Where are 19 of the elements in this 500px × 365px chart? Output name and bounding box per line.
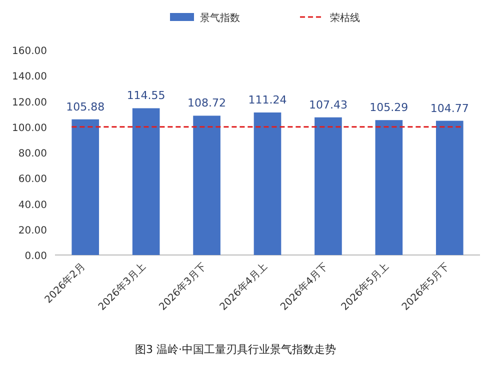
y-tick-label: 120.00 [12,97,47,108]
legend-label: 景气指数 [200,12,240,24]
data-label: 104.77 [430,102,469,115]
y-tick-label: 60.00 [18,174,47,186]
y-tick-label: 140.00 [12,72,47,83]
data-label: 108.72 [188,96,226,110]
legend-label: 荣枯线 [330,12,360,24]
y-tick-label: 100.00 [12,122,47,134]
data-label: 107.43 [308,98,348,112]
data-label: 105.29 [370,101,408,114]
y-tick-label: 0.00 [24,251,47,262]
data-label: 105.88 [66,100,105,114]
y-tick-label: 20.00 [18,225,47,236]
data-label: 111.24 [248,93,287,106]
data-label: 114.55 [126,89,166,102]
caption: 图3 温岭·中国工量刃具行业景气指数走势 [135,343,336,356]
y-tick-label: 80.00 [18,148,47,160]
y-tick-label: 160.00 [12,46,47,57]
y-tick-label: 40.00 [18,200,47,211]
